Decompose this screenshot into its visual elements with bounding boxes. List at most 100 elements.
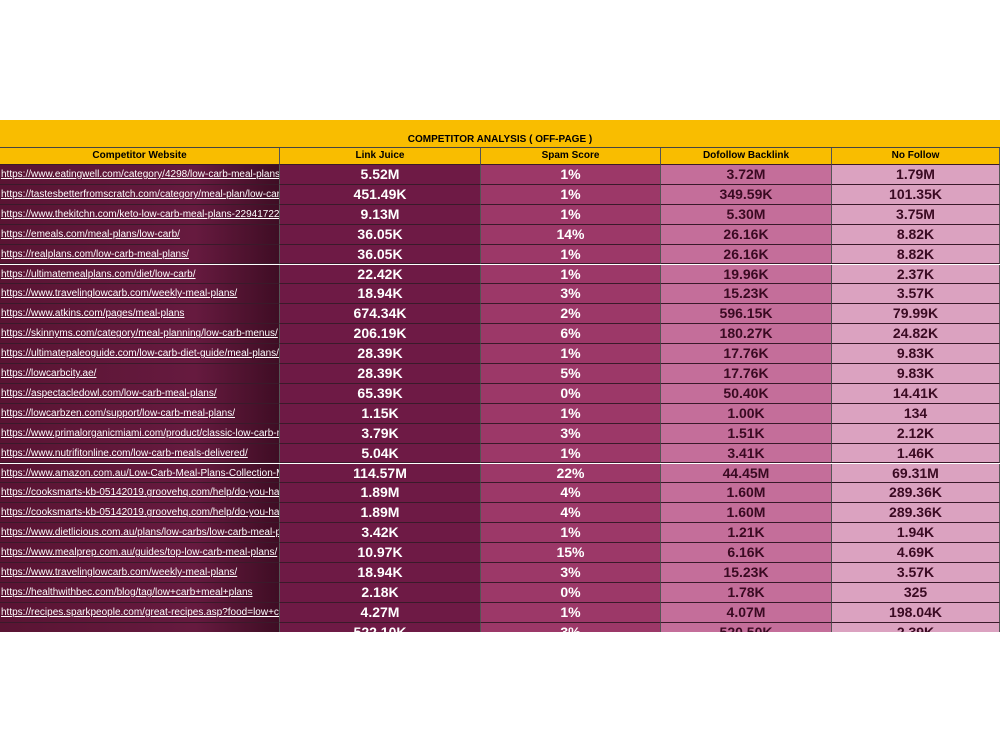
value-cell: 4% bbox=[481, 503, 661, 524]
value-cell: 1% bbox=[481, 344, 661, 364]
value-cell: 14.41K bbox=[832, 383, 1000, 404]
url-cell[interactable]: https://tastesbetterfromscratch.com/cate… bbox=[0, 184, 280, 205]
value-cell: 3% bbox=[481, 284, 661, 305]
value-cell: 3.57K bbox=[832, 284, 1000, 305]
value-cell: 14% bbox=[481, 224, 661, 245]
value-cell: 1.46K bbox=[832, 443, 1000, 464]
url-cell[interactable]: https://ultimatemealplans.com/diet/low-c… bbox=[0, 264, 280, 285]
value-cell: 22% bbox=[481, 463, 661, 484]
url-cell[interactable]: https://www.nutrifitonline.com/low-carb-… bbox=[0, 443, 280, 464]
value-cell: 1.78K bbox=[661, 582, 832, 603]
value-cell: 3% bbox=[481, 622, 661, 632]
value-cell: 451.49K bbox=[280, 184, 481, 205]
value-cell: 1.15K bbox=[280, 403, 481, 424]
url-cell[interactable]: https://www.eatingwell.com/category/4298… bbox=[0, 165, 280, 185]
url-cell[interactable]: https://recipes.sparkpeople.com/great-re… bbox=[0, 602, 280, 623]
value-cell: 3.57K bbox=[832, 563, 1000, 583]
value-cell: 4.27M bbox=[280, 602, 481, 623]
url-cell[interactable]: https://cooksmarts-kb-05142019.groovehq.… bbox=[0, 483, 280, 504]
value-cell: 5.52M bbox=[280, 165, 481, 185]
url-cell[interactable]: https://www.thekitchn.com/keto-low-carb-… bbox=[0, 204, 280, 225]
url-cell[interactable]: https://www.primalorganicmiami.com/produ… bbox=[0, 423, 280, 444]
value-cell: 1% bbox=[481, 602, 661, 623]
value-cell: 3.79K bbox=[280, 423, 481, 444]
column-header: Spam Score bbox=[481, 148, 661, 165]
value-cell: 198.04K bbox=[832, 602, 1000, 623]
value-cell: 0% bbox=[481, 383, 661, 404]
value-cell: 289.36K bbox=[832, 483, 1000, 504]
value-cell: 349.59K bbox=[661, 184, 832, 205]
value-cell: 134 bbox=[832, 403, 1000, 424]
value-cell: 1.94K bbox=[832, 523, 1000, 544]
value-cell: 1% bbox=[481, 523, 661, 544]
value-cell: 5.30M bbox=[661, 204, 832, 225]
value-cell: 1% bbox=[481, 403, 661, 424]
url-cell[interactable]: https://www.travelinglowcarb.com/weekly-… bbox=[0, 563, 280, 583]
value-cell: 2.12K bbox=[832, 423, 1000, 444]
value-cell: 5% bbox=[481, 364, 661, 384]
column-header: Link Juice bbox=[280, 148, 481, 165]
value-cell: 15.23K bbox=[661, 563, 832, 583]
value-cell: 9.83K bbox=[832, 364, 1000, 384]
value-cell: 2.37K bbox=[832, 264, 1000, 285]
value-cell: 520.50K bbox=[661, 622, 832, 632]
value-cell: 1% bbox=[481, 244, 661, 265]
value-cell: 24.82K bbox=[832, 324, 1000, 345]
value-cell: 26.16K bbox=[661, 224, 832, 245]
value-cell: 4.69K bbox=[832, 543, 1000, 563]
value-cell: 69.31M bbox=[832, 463, 1000, 484]
value-cell: 2% bbox=[481, 304, 661, 325]
value-cell: 3.75M bbox=[832, 204, 1000, 225]
value-cell: 1.89M bbox=[280, 503, 481, 524]
url-cell[interactable]: https://lowcarbcity.ae/ bbox=[0, 364, 280, 384]
value-cell: 596.15K bbox=[661, 304, 832, 325]
value-cell: 1.51K bbox=[661, 423, 832, 444]
url-cell[interactable]: https://www.dietlicious.com.au/plans/low… bbox=[0, 523, 280, 544]
value-cell: 522.10K bbox=[280, 622, 481, 632]
value-cell: 15.23K bbox=[661, 284, 832, 305]
value-cell: 114.57M bbox=[280, 463, 481, 484]
url-cell[interactable]: https://ultimatepaleoguide.com/low-carb-… bbox=[0, 344, 280, 364]
url-cell[interactable]: https://emeals.com/meal-plans/low-carb/ bbox=[0, 224, 280, 245]
value-cell: 3% bbox=[481, 563, 661, 583]
value-cell: 325 bbox=[832, 582, 1000, 603]
value-cell: 36.05K bbox=[280, 224, 481, 245]
url-cell[interactable]: https://realplans.com/low-carb-meal-plan… bbox=[0, 244, 280, 265]
url-cell[interactable]: https://lowcarbzen.com/support/low-carb-… bbox=[0, 403, 280, 424]
value-cell: 2.18K bbox=[280, 582, 481, 603]
value-cell: 1.89M bbox=[280, 483, 481, 504]
value-cell: 1% bbox=[481, 165, 661, 185]
url-cell[interactable]: https://aspectacledowl.com/low-carb-meal… bbox=[0, 383, 280, 404]
url-cell[interactable]: https://www.atkins.com/pages/meal-plans bbox=[0, 304, 280, 325]
value-cell: 50.40K bbox=[661, 383, 832, 404]
value-cell: 8.82K bbox=[832, 224, 1000, 245]
value-cell: 1% bbox=[481, 184, 661, 205]
value-cell: 9.83K bbox=[832, 344, 1000, 364]
value-cell: 65.39K bbox=[280, 383, 481, 404]
url-cell[interactable]: https://healthwithbec.com/blog/tag/low+c… bbox=[0, 582, 280, 603]
url-cell[interactable]: https://www.travelinglowcarb.com/weekly-… bbox=[0, 284, 280, 305]
value-cell: 1.21K bbox=[661, 523, 832, 544]
value-cell: 3.72M bbox=[661, 165, 832, 185]
sheet-title: COMPETITOR ANALYSIS ( OFF-PAGE ) bbox=[0, 120, 1000, 148]
value-cell: 22.42K bbox=[280, 264, 481, 285]
value-cell: 19.96K bbox=[661, 264, 832, 285]
url-cell[interactable]: https://cooksmarts-kb-05142019.groovehq.… bbox=[0, 503, 280, 524]
value-cell: 1% bbox=[481, 204, 661, 225]
url-cell[interactable]: https://skinnyms.com/category/meal-plann… bbox=[0, 324, 280, 345]
value-cell: 4% bbox=[481, 483, 661, 504]
url-cell[interactable] bbox=[0, 622, 280, 632]
value-cell: 15% bbox=[481, 543, 661, 563]
value-cell: 1.60M bbox=[661, 503, 832, 524]
value-cell: 17.76K bbox=[661, 364, 832, 384]
value-cell: 3.42K bbox=[280, 523, 481, 544]
value-cell: 1% bbox=[481, 264, 661, 285]
value-cell: 1.00K bbox=[661, 403, 832, 424]
value-cell: 289.36K bbox=[832, 503, 1000, 524]
value-cell: 28.39K bbox=[280, 344, 481, 364]
column-header: No Follow bbox=[832, 148, 1000, 165]
url-cell[interactable]: https://www.mealprep.com.au/guides/top-l… bbox=[0, 543, 280, 563]
url-cell[interactable]: https://www.amazon.com.au/Low-Carb-Meal-… bbox=[0, 463, 280, 484]
column-header: Competitor Website bbox=[0, 148, 280, 165]
